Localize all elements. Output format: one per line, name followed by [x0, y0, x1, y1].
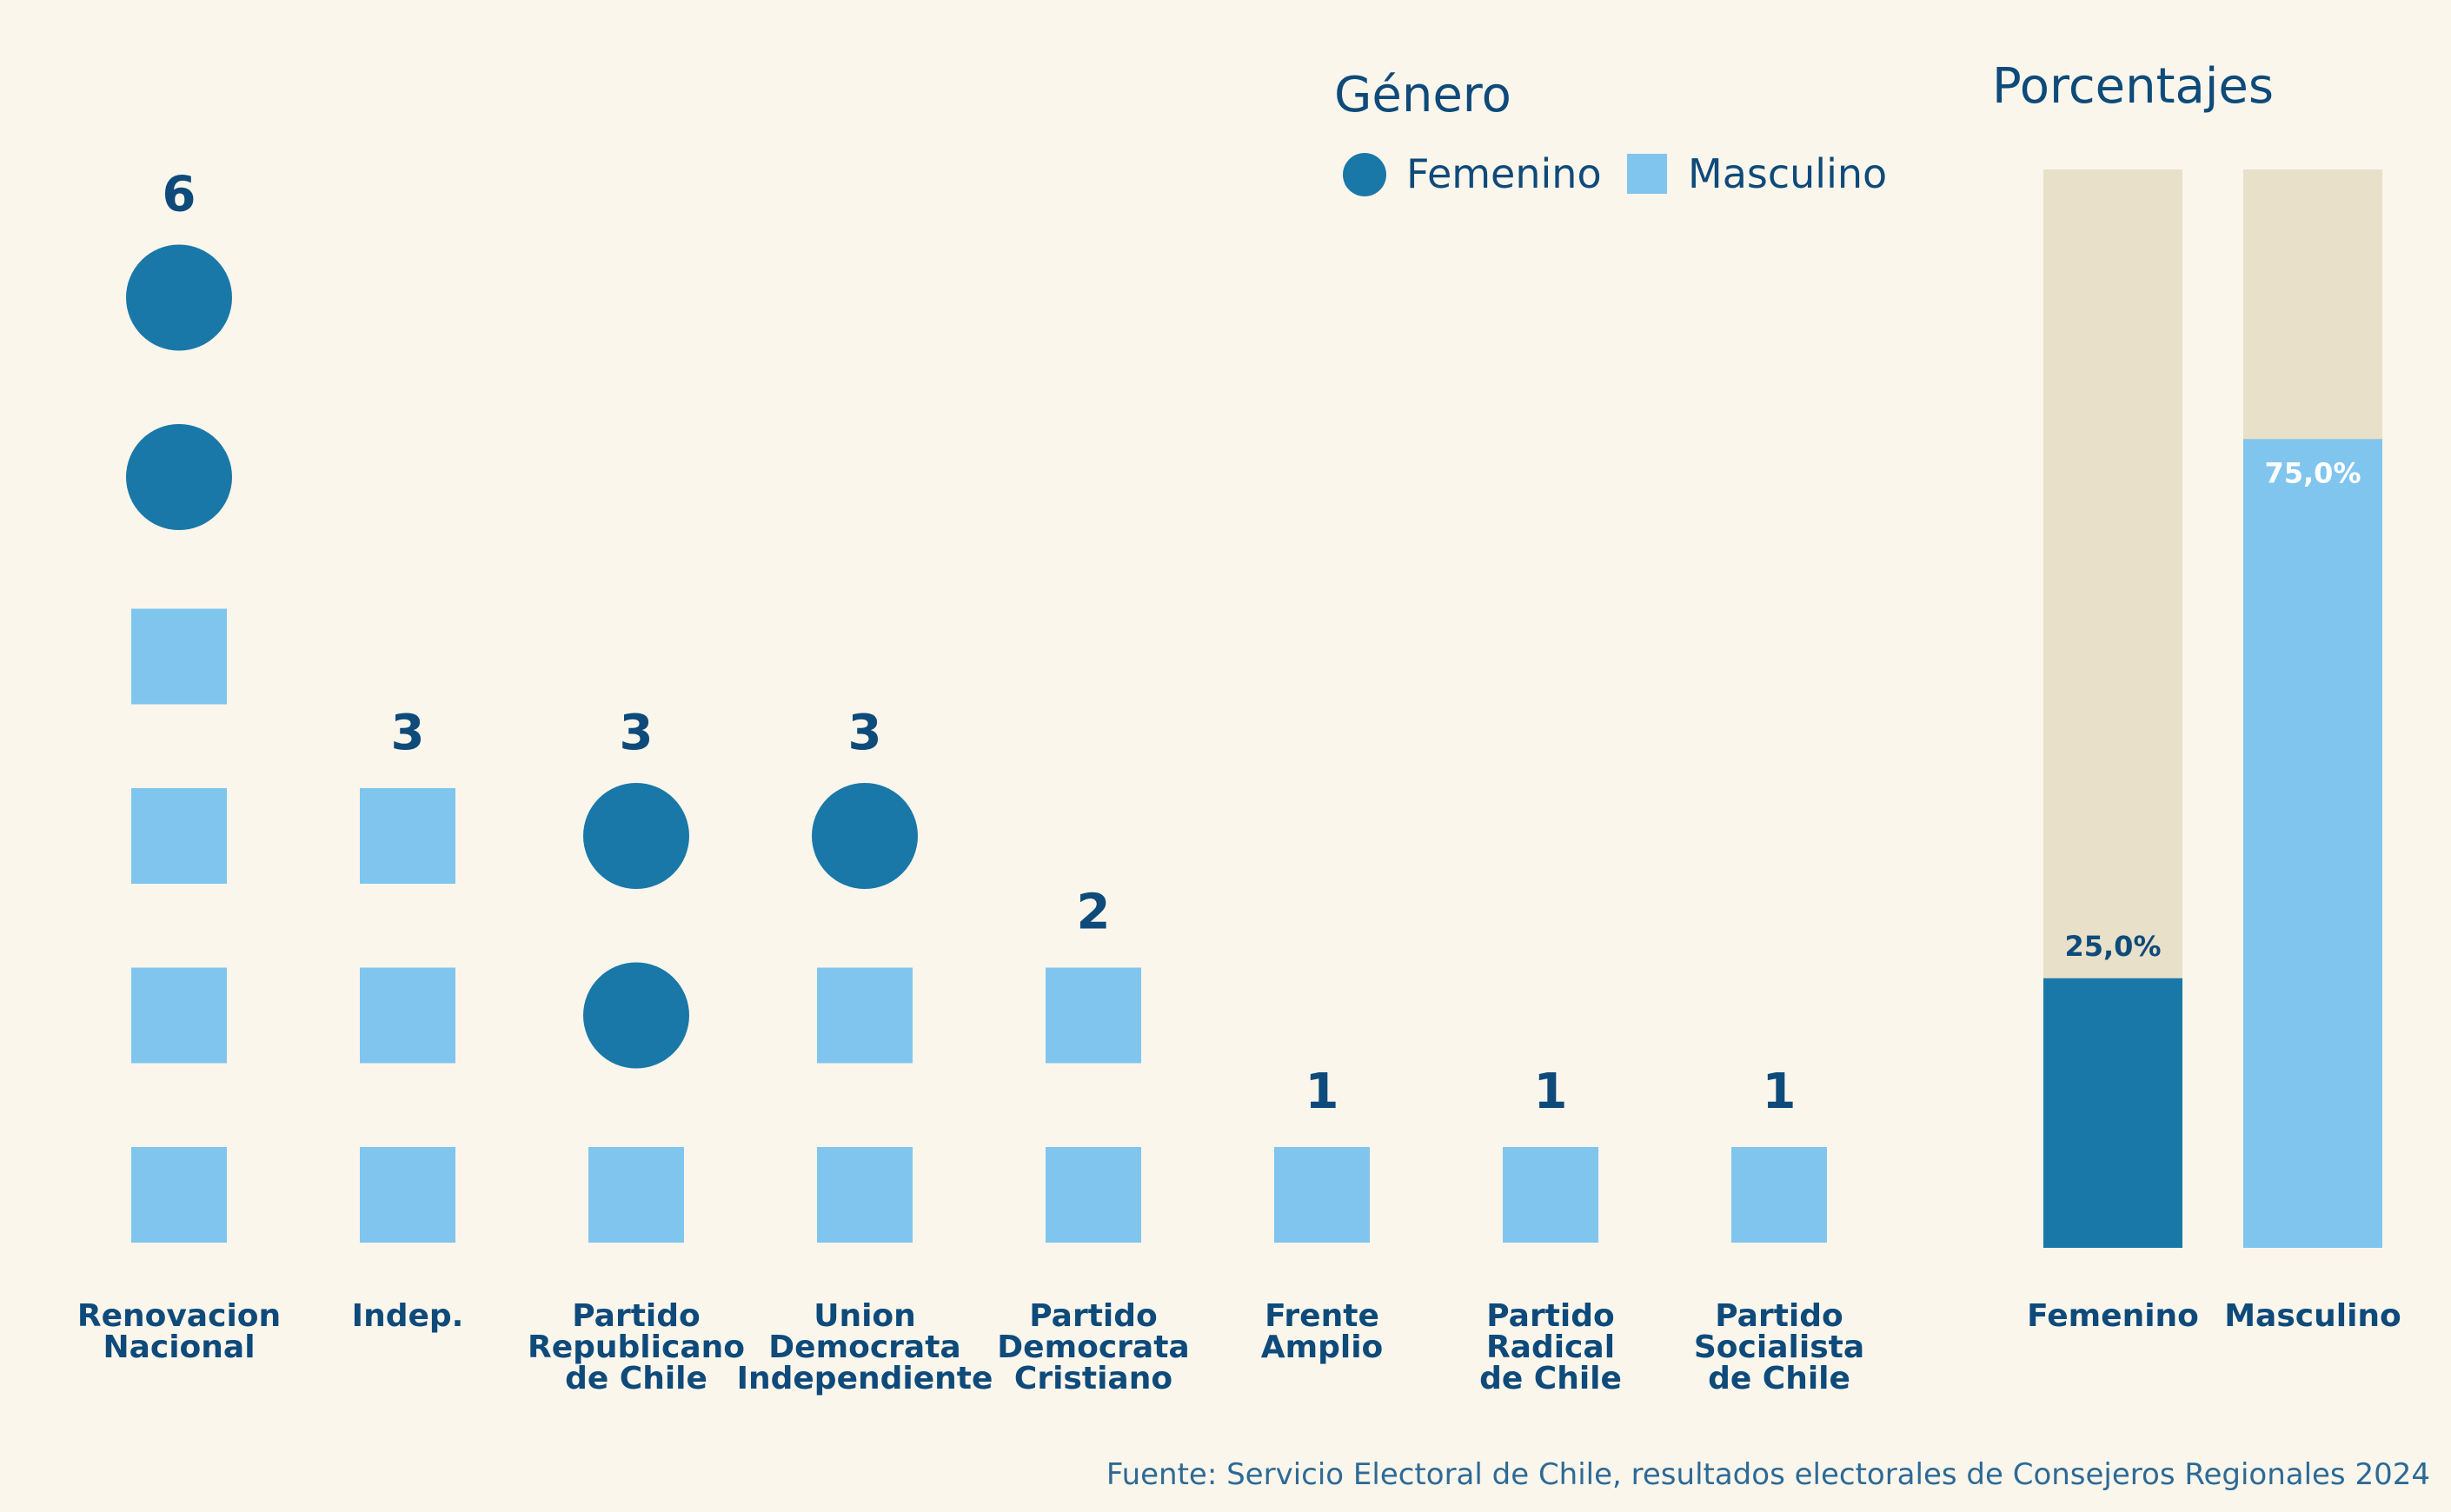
unit-femenino-renovacion-nacional-2 — [126, 244, 232, 351]
count-label-partido-democrata-cristiano: 2 — [1077, 885, 1111, 941]
count-label-partido-socialista-de-chile: 1 — [1763, 1064, 1797, 1120]
unit-masculino-renovacion-nacional-4 — [131, 608, 227, 705]
category-label-partido-democrata-cristiano: Partido Democrata Cristiano — [997, 1298, 1189, 1396]
legend-title: Género — [1334, 67, 1511, 123]
category-label-partido-republicano-de-chile: Partido Republicano de Chile — [528, 1298, 745, 1396]
unit-masculino-union-democrata-independiente-1 — [817, 1147, 913, 1243]
unit-femenino-union-democrata-independiente-1 — [812, 783, 918, 889]
pct-bar-femenino — [2043, 978, 2182, 1248]
legend-masculino-swatch — [1627, 154, 1667, 194]
pct-category-label-femenino: Femenino — [2027, 1298, 2199, 1334]
legend-masculino-label: Masculino — [1688, 150, 1887, 197]
source-note: Fuente: Servicio Electoral de Chile, res… — [1106, 1457, 2430, 1492]
unit-masculino-indep-3 — [360, 788, 455, 884]
percentage-panel-title: Porcentajes — [1992, 58, 2274, 115]
count-label-indep: 3 — [391, 705, 425, 761]
count-label-partido-republicano-de-chile: 3 — [620, 705, 654, 761]
legend-femenino-swatch — [1343, 153, 1386, 196]
unit-masculino-indep-1 — [360, 1147, 455, 1243]
unit-femenino-partido-republicano-de-chile-1 — [583, 962, 689, 1069]
category-label-indep: Indep. — [352, 1298, 464, 1334]
count-label-frente-amplio: 1 — [1305, 1064, 1339, 1120]
unit-masculino-renovacion-nacional-3 — [131, 788, 227, 884]
category-label-renovacion-nacional: Renovacion Nacional — [77, 1298, 281, 1365]
unit-masculino-partido-democrata-cristiano-2 — [1046, 967, 1141, 1064]
waffle-chart: 6 Renovacion Nacional 3 Indep. 3 Partido Republ… — [77, 167, 1864, 1397]
count-label-renovacion-nacional: 6 — [163, 167, 196, 223]
category-label-union-democrata-independiente: Union Democrata Independiente — [737, 1298, 993, 1396]
legend: Género Femenino Masculino — [1334, 67, 1887, 197]
unit-masculino-renovacion-nacional-2 — [131, 967, 227, 1064]
category-label-partido-socialista-de-chile: Partido Socialista de Chile — [1694, 1298, 1864, 1396]
count-label-partido-radical-de-chile: 1 — [1534, 1064, 1568, 1120]
legend-femenino-label: Femenino — [1406, 150, 1602, 197]
unit-masculino-union-democrata-independiente-2 — [817, 967, 913, 1064]
pct-value-label-femenino: 25,0% — [2064, 930, 2161, 963]
unit-femenino-renovacion-nacional-1 — [126, 424, 232, 530]
unit-masculino-partido-democrata-cristiano-1 — [1046, 1147, 1141, 1243]
unit-masculino-renovacion-nacional-1 — [131, 1147, 227, 1243]
unit-masculino-indep-2 — [360, 967, 455, 1064]
unit-masculino-frente-amplio-1 — [1274, 1147, 1370, 1243]
unit-masculino-partido-republicano-de-chile-1 — [588, 1147, 684, 1243]
percentage-panel: Porcentajes 25,0% Femenino 75,0% Masculino — [1992, 58, 2401, 1334]
pct-bar-masculino — [2243, 439, 2382, 1248]
unit-masculino-partido-socialista-de-chile-1 — [1731, 1147, 1827, 1243]
category-label-partido-radical-de-chile: Partido Radical de Chile — [1479, 1298, 1622, 1396]
unit-masculino-partido-radical-de-chile-1 — [1503, 1147, 1598, 1243]
count-label-union-democrata-independiente: 3 — [848, 705, 882, 761]
unit-femenino-partido-republicano-de-chile-2 — [583, 783, 689, 889]
category-label-frente-amplio: Frente Amplio — [1261, 1298, 1384, 1365]
pct-value-label-masculino: 75,0% — [2264, 456, 2361, 489]
pct-category-label-masculino: Masculino — [2224, 1298, 2401, 1334]
